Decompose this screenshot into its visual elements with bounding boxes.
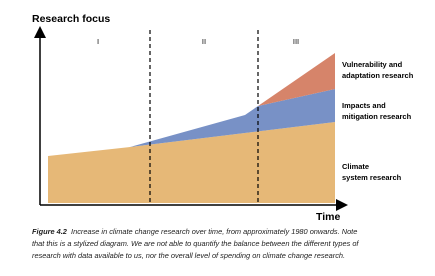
figure-label: Figure 4.2 [32,227,67,236]
caption-line: that this is a stylized diagram. We are … [32,239,359,248]
area-label: adaptation research [342,71,414,80]
area-label: system research [342,173,402,182]
phase-label: III [293,37,299,46]
area-label: mitigation research [342,112,412,121]
phase-label: II [202,37,206,46]
area-label: Vulnerability and [342,60,403,69]
figure: Research focus Time I II III Vulnerabili… [32,13,414,223]
x-axis-label: Time [316,211,340,223]
caption-line: research with data available to us, nor … [32,251,346,260]
caption-line: Figure 4.2 Increase in climate change re… [32,227,357,236]
vulnerability-adaptation-area [245,53,335,115]
caption-text: Increase in climate change research over… [71,227,358,236]
impacts-mitigation-area [130,89,335,147]
area-label: Impacts and [342,101,386,110]
climate-system-area [48,122,335,203]
y-axis-label: Research focus [32,13,110,25]
area-label: Climate [342,162,369,171]
phase-label: I [97,37,99,46]
